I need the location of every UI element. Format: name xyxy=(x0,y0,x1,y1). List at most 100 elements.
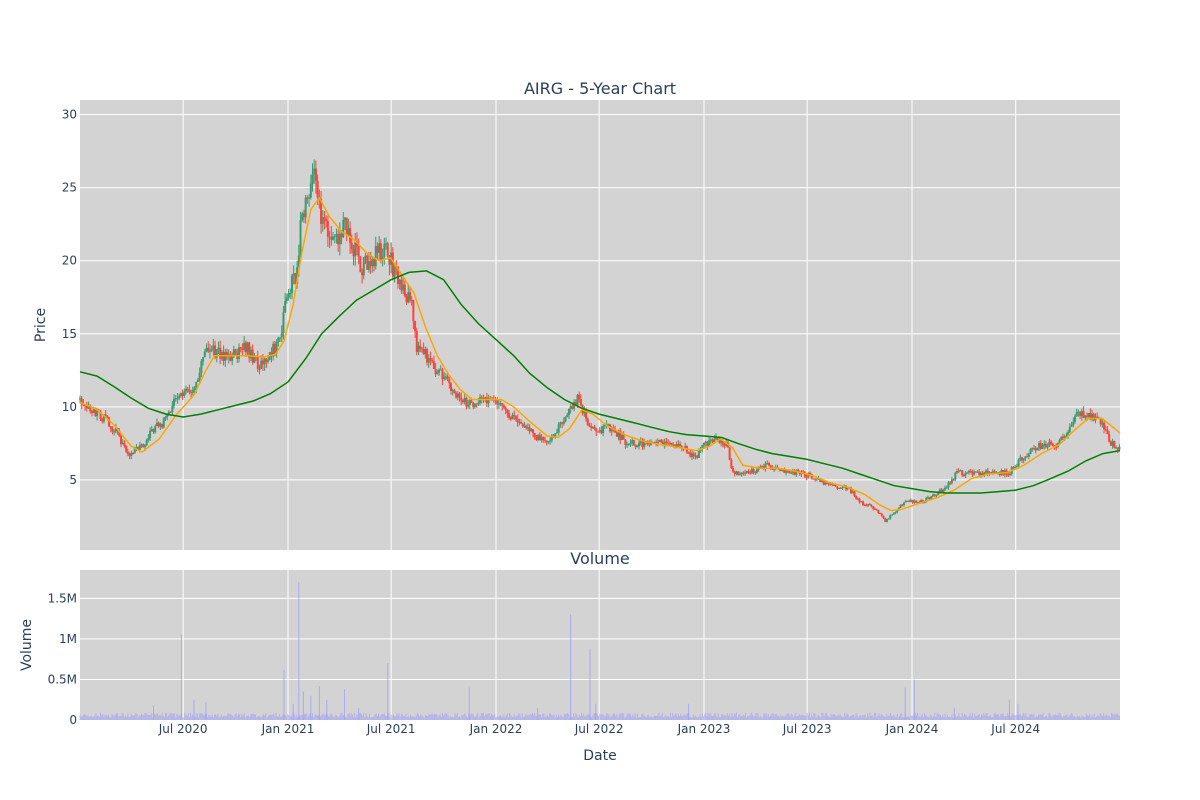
candle-body xyxy=(120,435,123,445)
candle-body xyxy=(299,220,302,256)
volume-bar xyxy=(908,716,910,720)
candle-body xyxy=(851,491,854,494)
volume-bar xyxy=(584,716,586,720)
volume-bar xyxy=(239,714,241,720)
candle-body xyxy=(272,344,275,357)
volume-bar xyxy=(359,713,361,720)
volume-bar xyxy=(848,717,850,720)
candle xyxy=(431,357,434,364)
candle-body xyxy=(374,246,377,267)
candle-body xyxy=(986,470,989,474)
volume-bar xyxy=(1116,713,1118,720)
volume-bar xyxy=(162,715,164,720)
candle-body xyxy=(200,361,203,373)
candle-body xyxy=(1079,411,1082,416)
volume-bar xyxy=(290,716,292,720)
candle xyxy=(887,517,890,520)
volume-bar xyxy=(840,716,842,720)
candle xyxy=(362,256,365,280)
volume-bar xyxy=(85,715,87,720)
candle-body xyxy=(85,405,88,409)
candle xyxy=(668,440,671,446)
volume-bar xyxy=(841,717,843,720)
volume-bar xyxy=(886,714,888,720)
volume-bar xyxy=(1110,713,1112,720)
candle-body xyxy=(166,415,169,418)
candle-body xyxy=(378,243,381,253)
volume-bar xyxy=(213,714,215,720)
candle-body xyxy=(742,472,745,474)
candle xyxy=(855,495,858,500)
volume-bar xyxy=(1009,716,1011,720)
volume-bar xyxy=(583,713,585,720)
candle-body xyxy=(343,217,346,220)
volume-bar xyxy=(284,715,286,720)
candle xyxy=(627,443,630,447)
candle-body xyxy=(738,474,741,476)
candle-body xyxy=(836,486,839,489)
volume-bar xyxy=(640,717,642,720)
candle-body xyxy=(962,475,965,477)
volume-bar xyxy=(270,714,272,720)
volume-chart-title: Volume xyxy=(570,549,630,568)
volume-bar xyxy=(388,713,390,720)
volume-bar xyxy=(406,717,408,720)
volume-bar xyxy=(1099,713,1101,720)
volume-bar xyxy=(861,717,863,720)
candle xyxy=(550,433,553,443)
candle xyxy=(967,469,970,475)
volume-bar xyxy=(282,714,284,720)
volume-bar xyxy=(912,715,914,720)
date-axis-label: Date xyxy=(583,748,616,764)
candle-body xyxy=(933,494,936,496)
candle xyxy=(786,470,789,474)
volume-bar xyxy=(868,716,870,720)
volume-bar xyxy=(690,717,692,720)
candle-body xyxy=(102,414,105,422)
candle xyxy=(178,393,181,401)
volume-bar xyxy=(109,717,111,720)
volume-bar xyxy=(636,714,638,720)
candle xyxy=(634,444,637,450)
volume-bar xyxy=(591,717,593,720)
volume-bar xyxy=(280,717,282,720)
volume-bar xyxy=(1018,714,1020,720)
volume-bar xyxy=(1079,715,1081,720)
volume-bar xyxy=(90,716,92,720)
candle-body xyxy=(313,168,316,175)
candle-body xyxy=(867,504,870,506)
volume-bar xyxy=(172,713,174,720)
candle-body xyxy=(812,478,815,480)
volume-bar xyxy=(233,717,235,720)
candle-body xyxy=(554,433,557,438)
candle xyxy=(188,384,191,395)
volume-bar xyxy=(419,716,421,720)
candle xyxy=(511,412,514,420)
candle-body xyxy=(355,242,358,247)
candle-body xyxy=(661,442,664,445)
candle xyxy=(164,415,167,422)
volume-bar xyxy=(259,716,261,720)
candle-body xyxy=(279,337,282,339)
volume-bar xyxy=(545,716,547,720)
volume-bar xyxy=(432,714,434,720)
candle-body xyxy=(485,397,488,404)
candle-body xyxy=(860,501,863,503)
candle xyxy=(740,472,743,477)
candle-body xyxy=(1075,412,1078,417)
candle xyxy=(1109,440,1112,446)
volume-bar xyxy=(942,714,944,720)
candle-body xyxy=(188,389,191,393)
volume-bar xyxy=(480,713,482,720)
volume-bar xyxy=(527,715,529,720)
volume-bar xyxy=(726,713,728,720)
volume-bar xyxy=(310,716,312,720)
candle xyxy=(1032,444,1035,451)
volume-bar xyxy=(275,712,277,720)
candle xyxy=(420,346,423,353)
candle xyxy=(636,444,639,448)
candle xyxy=(1103,420,1106,434)
candle xyxy=(126,448,129,457)
candle-body xyxy=(350,243,353,249)
volume-bar xyxy=(244,717,246,720)
